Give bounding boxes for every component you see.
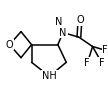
Text: NH: NH	[42, 71, 57, 81]
Text: O: O	[6, 40, 13, 50]
Text: N: N	[59, 28, 67, 38]
Text: F: F	[84, 58, 90, 68]
Text: N: N	[55, 17, 63, 27]
Text: F: F	[99, 58, 105, 68]
Text: F: F	[102, 45, 108, 55]
Text: O: O	[76, 15, 84, 25]
